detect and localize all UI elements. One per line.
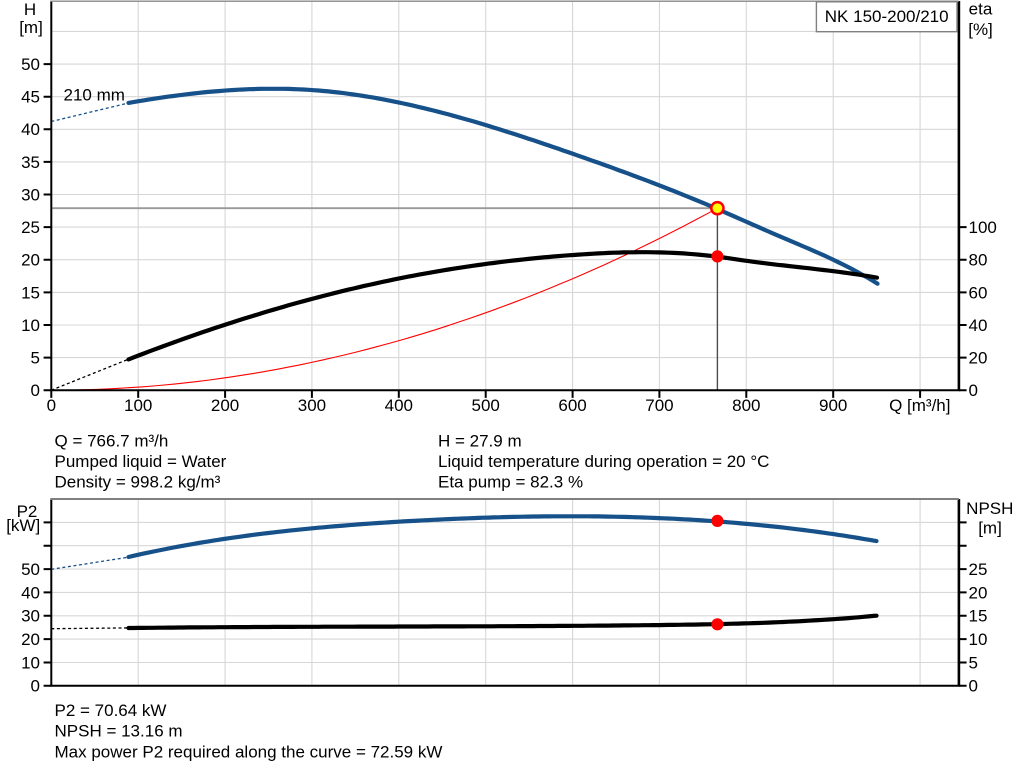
svg-text:0: 0	[969, 677, 978, 696]
svg-text:40: 40	[21, 120, 40, 139]
svg-text:[m]: [m]	[978, 519, 1002, 538]
svg-text:H = 27.9 m: H = 27.9 m	[438, 432, 522, 451]
svg-text:5: 5	[31, 348, 40, 367]
svg-text:700: 700	[645, 396, 673, 415]
svg-text:300: 300	[298, 396, 326, 415]
svg-text:0: 0	[31, 677, 40, 696]
svg-text:20: 20	[21, 251, 40, 270]
svg-text:25: 25	[969, 560, 988, 579]
svg-text:30: 30	[21, 607, 40, 626]
svg-text:60: 60	[969, 283, 988, 302]
svg-text:0: 0	[969, 381, 978, 400]
svg-text:10: 10	[21, 653, 40, 672]
svg-text:5: 5	[969, 653, 978, 672]
svg-text:Q [m³/h]: Q [m³/h]	[889, 396, 950, 415]
svg-text:900: 900	[819, 396, 847, 415]
svg-text:15: 15	[21, 283, 40, 302]
svg-text:Liquid temperature during oper: Liquid temperature during operation = 20…	[438, 452, 769, 471]
svg-text:25: 25	[21, 218, 40, 237]
svg-text:600: 600	[558, 396, 586, 415]
svg-text:40: 40	[21, 583, 40, 602]
svg-text:200: 200	[211, 396, 239, 415]
svg-text:10: 10	[969, 630, 988, 649]
svg-text:Density = 998.2 kg/m³: Density = 998.2 kg/m³	[55, 473, 221, 492]
svg-text:NPSH: NPSH	[966, 499, 1013, 518]
svg-text:NK 150-200/210: NK 150-200/210	[825, 7, 949, 26]
svg-text:Max power P2 required along th: Max power P2 required along the curve = …	[55, 742, 443, 761]
svg-text:0: 0	[47, 396, 56, 415]
svg-text:P2: P2	[17, 502, 38, 521]
svg-text:20: 20	[969, 348, 988, 367]
svg-text:NPSH = 13.16 m: NPSH = 13.16 m	[55, 722, 183, 741]
svg-text:Q = 766.7 m³/h: Q = 766.7 m³/h	[55, 432, 169, 451]
svg-text:800: 800	[732, 396, 760, 415]
svg-text:50: 50	[21, 560, 40, 579]
svg-text:[kW]: [kW]	[6, 516, 40, 535]
svg-text:40: 40	[969, 316, 988, 335]
svg-text:15: 15	[969, 607, 988, 626]
svg-text:100: 100	[969, 218, 997, 237]
svg-text:[%]: [%]	[968, 20, 993, 39]
svg-text:210 mm: 210 mm	[64, 86, 125, 105]
svg-text:Eta pump = 82.3 %: Eta pump = 82.3 %	[438, 473, 583, 492]
svg-text:[m]: [m]	[19, 18, 43, 37]
svg-text:20: 20	[969, 583, 988, 602]
svg-text:500: 500	[472, 396, 500, 415]
svg-text:400: 400	[385, 396, 413, 415]
svg-text:H: H	[24, 0, 36, 19]
svg-text:eta: eta	[969, 0, 993, 19]
svg-text:10: 10	[21, 316, 40, 335]
svg-text:30: 30	[21, 185, 40, 204]
svg-text:0: 0	[31, 381, 40, 400]
svg-text:20: 20	[21, 630, 40, 649]
svg-text:Pumped liquid = Water: Pumped liquid = Water	[55, 452, 227, 471]
svg-text:35: 35	[21, 153, 40, 172]
svg-text:80: 80	[969, 251, 988, 270]
svg-text:100: 100	[124, 396, 152, 415]
svg-text:50: 50	[21, 55, 40, 74]
svg-text:45: 45	[21, 88, 40, 107]
svg-text:P2 = 70.64 kW: P2 = 70.64 kW	[55, 701, 167, 720]
